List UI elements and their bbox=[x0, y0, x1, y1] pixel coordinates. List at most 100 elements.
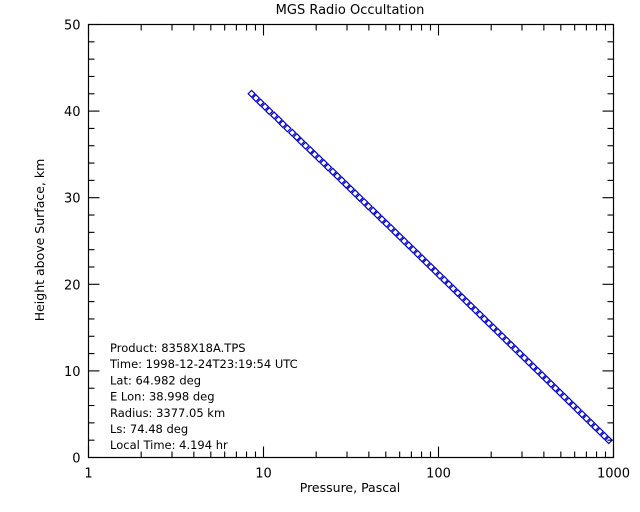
data-point-marker bbox=[502, 336, 511, 345]
data-point-marker bbox=[395, 232, 405, 241]
data-point-marker bbox=[278, 119, 288, 129]
data-point-marker bbox=[391, 228, 400, 237]
x-axis-ticks bbox=[87, 24, 615, 458]
data-point-marker bbox=[346, 184, 355, 194]
data-point-marker bbox=[551, 383, 560, 393]
data-point-marker bbox=[520, 353, 529, 363]
y-axis-label: Height above Surface, km bbox=[32, 159, 47, 322]
data-point-marker bbox=[595, 427, 605, 436]
data-point-marker bbox=[404, 241, 413, 250]
data-point-marker bbox=[457, 293, 467, 302]
data-point-marker bbox=[269, 111, 279, 120]
data-point-marker bbox=[323, 163, 333, 172]
data-point-marker bbox=[337, 176, 347, 185]
data-point-marker bbox=[296, 137, 306, 146]
data-point-marker bbox=[546, 379, 556, 389]
x-tick-label: 100 bbox=[426, 467, 451, 482]
data-point-marker bbox=[341, 180, 351, 189]
annotation-line: Local Time: 4.194 hr bbox=[110, 438, 228, 452]
data-point-marker bbox=[573, 405, 582, 415]
y-tick-label: 10 bbox=[64, 365, 81, 380]
data-point-marker bbox=[448, 284, 458, 293]
data-point-marker bbox=[422, 258, 431, 267]
data-point-marker bbox=[440, 275, 449, 285]
data-point-marker bbox=[466, 301, 476, 311]
data-point-marker bbox=[582, 414, 591, 423]
data-point-marker bbox=[453, 288, 462, 298]
data-point-marker bbox=[533, 366, 542, 376]
data-point-marker bbox=[292, 132, 302, 142]
data-point-marker bbox=[444, 280, 454, 289]
data-point-marker bbox=[283, 124, 292, 133]
data-point-marker bbox=[564, 396, 574, 406]
data-point-marker bbox=[256, 98, 265, 107]
data-point-marker bbox=[328, 167, 338, 176]
data-point-marker bbox=[511, 345, 520, 354]
data-point-marker bbox=[364, 202, 373, 211]
data-point-marker bbox=[542, 375, 551, 384]
data-point-marker bbox=[373, 210, 382, 220]
annotation-line: Radius: 3377.05 km bbox=[110, 406, 225, 420]
data-point-marker bbox=[475, 310, 485, 319]
y-tick-label: 30 bbox=[64, 192, 81, 207]
data-point-marker bbox=[333, 171, 342, 181]
data-point-marker bbox=[417, 254, 427, 263]
data-point-marker bbox=[568, 401, 578, 410]
data-point-marker bbox=[301, 141, 310, 150]
data-point-marker bbox=[493, 327, 502, 337]
data-point-marker bbox=[515, 349, 525, 358]
data-point-marker bbox=[382, 219, 391, 228]
annotation-text-block: Product: 8358X18A.TPS Time: 1998-12-24T23… bbox=[109, 341, 298, 452]
data-point-marker bbox=[288, 128, 297, 137]
data-point-marker bbox=[247, 89, 256, 99]
data-point-marker bbox=[413, 249, 422, 259]
data-point-marker bbox=[368, 206, 378, 215]
data-point-marker bbox=[591, 422, 600, 432]
data-series-markers bbox=[247, 89, 613, 445]
annotation-line: Lat: 64.982 deg bbox=[110, 373, 201, 387]
y-tick-label: 0 bbox=[72, 452, 80, 467]
data-point-marker bbox=[426, 262, 436, 272]
x-axis-label: Pressure, Pascal bbox=[300, 480, 400, 495]
data-point-marker bbox=[586, 418, 596, 428]
data-point-marker bbox=[359, 197, 369, 207]
annotation-line: Time: 1998-12-24T23:19:54 UTC bbox=[109, 357, 298, 371]
x-axis-tick-labels: 1 10 100 1000 bbox=[84, 467, 630, 482]
annotation-line: E Lon: 38.998 deg bbox=[110, 390, 215, 404]
data-point-marker bbox=[484, 319, 494, 328]
annotation-line: Ls: 74.48 deg bbox=[110, 422, 188, 436]
data-point-marker bbox=[435, 271, 445, 280]
data-point-marker bbox=[386, 223, 396, 233]
data-point-marker bbox=[314, 154, 324, 163]
data-point-marker bbox=[506, 340, 516, 350]
data-point-marker bbox=[480, 314, 489, 324]
chart-title: MGS Radio Occultation bbox=[276, 3, 425, 18]
data-point-marker bbox=[274, 115, 283, 125]
axis-frame bbox=[87, 23, 615, 459]
x-tick-label: 10 bbox=[255, 467, 272, 482]
data-point-marker bbox=[265, 106, 274, 116]
x-tick-label: 1000 bbox=[597, 467, 630, 482]
x-tick-label: 1 bbox=[84, 467, 92, 482]
data-point-marker bbox=[497, 332, 507, 341]
data-point-marker bbox=[251, 93, 261, 103]
annotation-line: Product: 8358X18A.TPS bbox=[110, 341, 246, 355]
data-point-marker bbox=[306, 145, 315, 155]
data-point-marker bbox=[260, 102, 270, 112]
data-point-marker bbox=[555, 388, 565, 397]
data-point-marker bbox=[537, 370, 547, 380]
data-point-marker bbox=[377, 215, 387, 224]
data-point-marker bbox=[408, 245, 418, 254]
data-point-marker bbox=[431, 267, 440, 276]
data-point-marker bbox=[529, 362, 538, 371]
y-axis-ticks bbox=[88, 23, 614, 459]
data-point-marker bbox=[350, 189, 360, 198]
y-tick-label: 20 bbox=[64, 278, 81, 293]
data-point-marker bbox=[355, 193, 364, 202]
data-point-marker bbox=[310, 150, 319, 159]
y-tick-label: 50 bbox=[64, 19, 81, 34]
data-point-marker bbox=[489, 323, 498, 332]
